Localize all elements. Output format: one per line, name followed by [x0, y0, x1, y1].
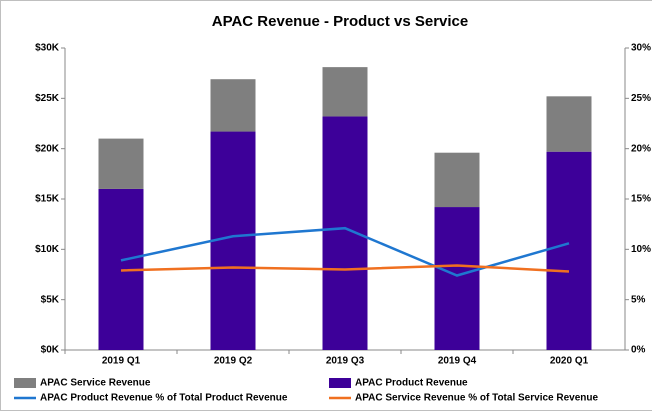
bar: [546, 151, 592, 350]
chart-title: APAC Revenue - Product vs Service: [212, 13, 468, 30]
x-tick-label: 2020 Q1: [550, 356, 589, 367]
legend-label: APAC Product Revenue % of Total Product …: [40, 393, 288, 404]
legend-label: APAC Service Revenue % of Total Service …: [355, 393, 598, 404]
x-tick-label: 2019 Q1: [102, 356, 141, 367]
y2-tick-label: 25%: [631, 93, 651, 104]
bar: [546, 96, 592, 152]
y2-tick-label: 5%: [631, 294, 646, 305]
legend-swatch: [14, 378, 36, 388]
bar: [322, 116, 368, 350]
legend-label: APAC Product Revenue: [355, 378, 468, 389]
x-tick-label: 2019 Q3: [326, 356, 365, 367]
y-tick-label: $5K: [41, 294, 60, 305]
y2-tick-label: 20%: [631, 143, 651, 154]
bar: [98, 138, 144, 189]
y-tick-label: $10K: [35, 244, 60, 255]
y2-tick-label: 30%: [631, 43, 651, 54]
x-tick-label: 2019 Q2: [214, 356, 253, 367]
y-tick-label: $0K: [41, 345, 60, 356]
y-tick-label: $30K: [35, 43, 60, 54]
y2-tick-label: 0%: [631, 345, 646, 356]
legend-label: APAC Service Revenue: [40, 378, 151, 389]
x-tick-label: 2019 Q4: [438, 356, 477, 367]
y-tick-label: $15K: [35, 194, 60, 205]
bar: [434, 152, 480, 208]
bar: [322, 67, 368, 117]
y-tick-label: $25K: [35, 93, 60, 104]
bar: [434, 207, 480, 350]
legend-swatch: [329, 378, 351, 388]
bar: [210, 131, 256, 350]
line: [120, 264, 570, 273]
y2-tick-label: 10%: [631, 244, 651, 255]
bar: [210, 79, 256, 132]
y2-tick-label: 15%: [631, 194, 651, 205]
y-tick-label: $20K: [35, 143, 60, 154]
line: [120, 226, 570, 277]
